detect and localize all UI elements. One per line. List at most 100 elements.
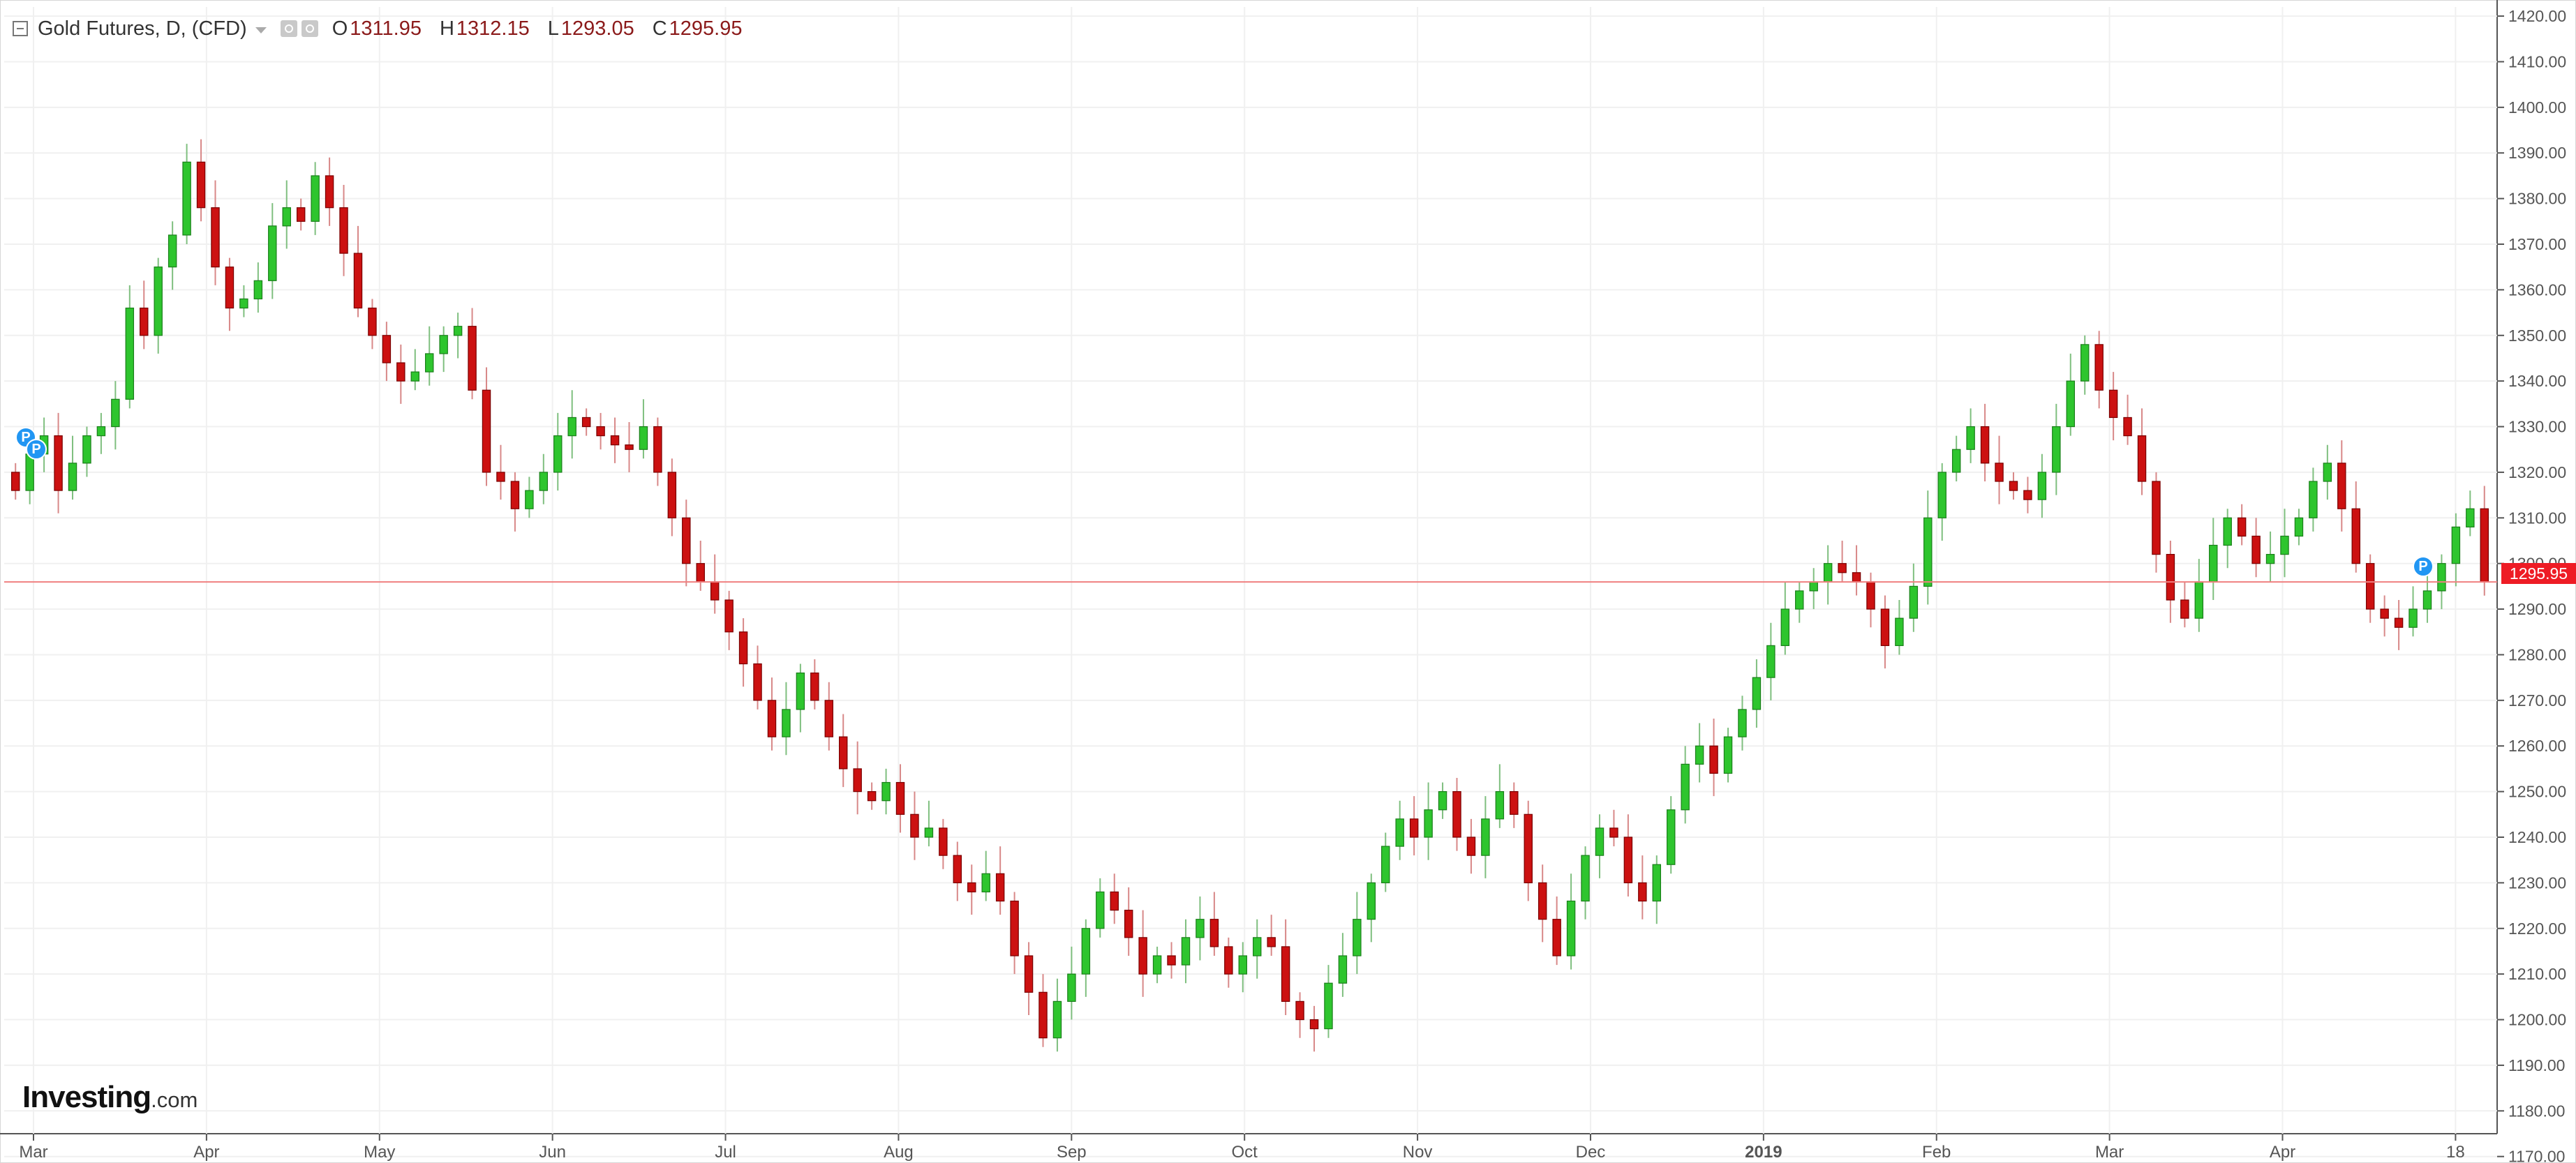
candle-body <box>1795 590 1804 610</box>
candle-body <box>25 453 34 491</box>
candle-body <box>1081 928 1091 975</box>
y-tick-label: 1260.00 <box>2508 737 2566 755</box>
y-tick-label: 1390.00 <box>2508 144 2566 162</box>
candle-body <box>339 207 348 254</box>
collapse-toggle-icon[interactable] <box>13 21 28 36</box>
y-tick-label: 1180.00 <box>2508 1102 2565 1120</box>
candle-body <box>2194 581 2204 619</box>
candle-body <box>282 207 291 227</box>
y-tick-label: 1250.00 <box>2508 783 2566 801</box>
candle-body <box>2309 481 2318 518</box>
candle-body <box>239 298 248 309</box>
candle-body <box>2009 481 2018 491</box>
candle-body <box>2094 344 2104 391</box>
candle-body <box>1067 973 1076 1002</box>
pivot-marker[interactable]: P <box>26 439 47 460</box>
y-tick-label: 1410.00 <box>2508 52 2566 70</box>
y-tick-label: 1310.00 <box>2508 509 2566 527</box>
candle-body <box>1267 937 1276 947</box>
candle-body <box>1695 745 1704 765</box>
candle-body <box>196 161 206 209</box>
x-tick-label: Mar <box>19 1143 47 1162</box>
candle-body <box>1367 882 1376 920</box>
candle-body <box>2137 435 2147 482</box>
x-tick-label: Sep <box>1057 1143 1087 1162</box>
candle-body <box>2394 617 2404 628</box>
candle-body <box>1395 818 1404 847</box>
y-tick-label: 1340.00 <box>2508 372 2566 390</box>
candle-body <box>967 882 976 893</box>
candle-body <box>1281 946 1290 1002</box>
chevron-down-icon[interactable] <box>255 27 267 33</box>
candle-body <box>1709 745 1718 774</box>
candle-body <box>639 426 648 450</box>
ohlc-low: L 1293.05 <box>547 17 634 40</box>
candle-body <box>1353 919 1362 956</box>
candle-body <box>1652 864 1661 902</box>
candle-body <box>2251 535 2261 564</box>
candle-body <box>1152 955 1162 975</box>
last-price-label: 1295.95 <box>2501 563 2576 584</box>
candle-body <box>753 663 762 701</box>
candle-body <box>54 435 63 491</box>
candle-body <box>1752 677 1762 710</box>
candle-body <box>182 161 191 236</box>
y-tick-label: 1210.00 <box>2508 965 2566 983</box>
candle-body <box>1581 855 1590 902</box>
x-tick-label: Oct <box>1232 1143 1258 1162</box>
candle-body <box>2237 517 2247 537</box>
candle-body <box>1196 919 1205 938</box>
candle-body <box>1038 991 1048 1039</box>
candle-body <box>225 267 234 309</box>
candle-body <box>1495 791 1505 820</box>
symbol-title: Gold Futures, D, (CFD) <box>38 17 247 40</box>
candle-body <box>1096 891 1105 929</box>
candle-body <box>782 709 791 737</box>
investing-logo: Investing.com <box>22 1080 198 1114</box>
candle-body <box>125 307 135 400</box>
x-tick-label: May <box>364 1143 395 1162</box>
y-tick-label: 1420.00 <box>2508 7 2566 25</box>
candle-body <box>111 398 120 428</box>
pivot-marker[interactable]: P <box>2413 556 2434 577</box>
candle-body <box>953 855 962 883</box>
candle-body <box>1667 809 1676 865</box>
ohlc-close: C 1295.95 <box>652 17 743 40</box>
candle-body <box>2294 517 2304 537</box>
candle-body <box>553 435 563 473</box>
candle-body <box>610 435 620 446</box>
y-tick-label: 1320.00 <box>2508 463 2566 481</box>
candle-body <box>1809 581 1818 592</box>
candle-body <box>1538 882 1547 920</box>
candle-body <box>1909 585 1919 619</box>
candle-body <box>410 371 419 382</box>
candle-body <box>567 417 576 437</box>
candle-body <box>2437 563 2446 592</box>
candle-body <box>2052 426 2061 473</box>
candle-body <box>296 207 306 222</box>
y-tick-label: 1230.00 <box>2508 873 2566 892</box>
candle-body <box>1309 1019 1319 1030</box>
candle-body <box>2180 599 2189 619</box>
pivot-marker[interactable]: P <box>15 427 36 448</box>
ohlc-readout: O 1311.95 H 1312.15 L 1293.05 C 1295.95 <box>332 17 761 40</box>
candle-body <box>881 781 891 802</box>
gear-icon[interactable] <box>301 20 318 37</box>
candle-body <box>539 472 549 491</box>
candle-body <box>1780 608 1790 646</box>
settings-icon[interactable] <box>280 20 297 37</box>
candle-body <box>1980 426 1990 464</box>
candle-body <box>596 426 605 437</box>
candle-body <box>2422 590 2432 610</box>
candle-body <box>382 335 392 363</box>
candle-body <box>1138 937 1147 975</box>
candle-body <box>810 673 819 701</box>
candle-body <box>368 307 377 336</box>
candle-body <box>1452 791 1461 838</box>
candle-body <box>525 490 534 509</box>
candle-body <box>68 463 77 491</box>
candle-body <box>1409 818 1419 838</box>
candle-body <box>1623 836 1633 883</box>
candle-body <box>824 700 833 737</box>
